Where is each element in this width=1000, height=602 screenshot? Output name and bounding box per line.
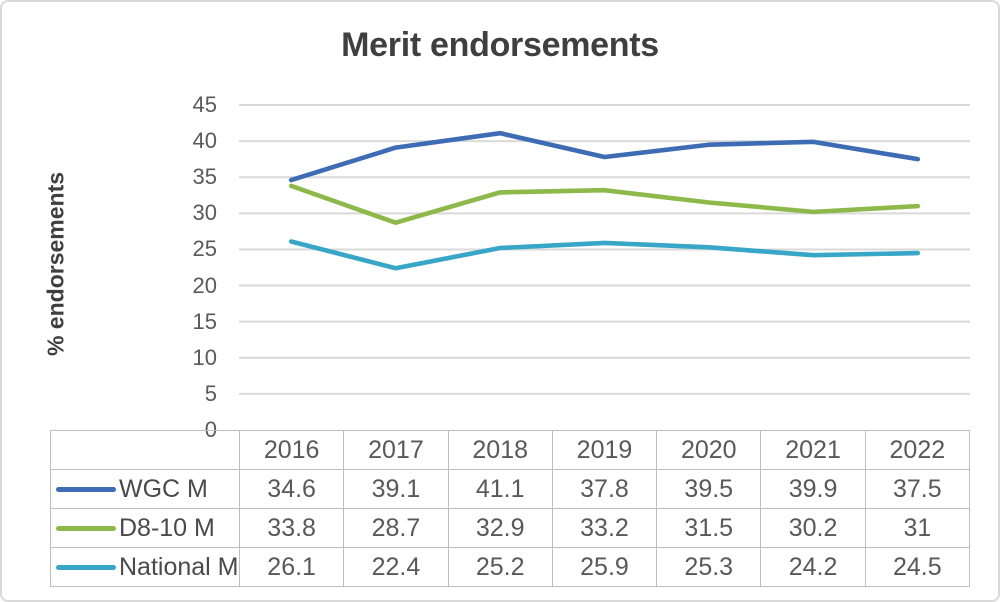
year-header: 2017: [343, 430, 449, 470]
year-header: 2016: [238, 430, 345, 470]
legend-line-icon: [56, 564, 116, 570]
y-axis-title: % endorsements: [42, 171, 69, 357]
table-row: National M 26.1 22.4 25.2 25.9 25.3 24.2 24.5: [50, 547, 971, 587]
value-cell: 39.9: [760, 469, 866, 509]
year-header: 2022: [864, 430, 971, 470]
y-tick-label: 40: [192, 128, 217, 154]
series-name: WGC M: [119, 474, 208, 503]
legend-cell: D8-10 M: [50, 508, 240, 548]
series-name: D8-10 M: [119, 513, 215, 542]
value-cell: 37.8: [551, 469, 658, 509]
legend-cell: National M: [50, 547, 240, 587]
data-table-with-legend: 2016 2017 2018 2019 2020 2021 2022 WGC M 34.6 39.…: [50, 430, 971, 587]
value-cell: 25.3: [656, 547, 762, 587]
series-line-d8-10-m: [288, 183, 921, 226]
y-tick-label: 20: [192, 272, 217, 298]
value-cell: 24.5: [864, 547, 971, 587]
year-header: 2021: [760, 430, 866, 470]
y-tick-label: 15: [192, 308, 217, 334]
legend-line-icon: [56, 525, 116, 531]
value-cell: 30.2: [760, 508, 866, 548]
chart-title: Merit endorsements: [341, 26, 659, 64]
value-cell: 33.2: [551, 508, 658, 548]
year-header: 2018: [447, 430, 553, 470]
value-cell: 39.1: [343, 469, 449, 509]
value-cell: 31: [864, 508, 971, 548]
y-tick-label: 45: [192, 92, 217, 117]
table-corner-spacer: [50, 430, 240, 470]
series-line-wgc-m: [288, 130, 921, 183]
value-cell: 22.4: [343, 547, 449, 587]
value-cell: 37.5: [864, 469, 971, 509]
table-row: WGC M 34.6 39.1 41.1 37.8 39.5 39.9 37.5: [50, 469, 971, 509]
value-cell: 26.1: [238, 547, 345, 587]
value-cell: 25.9: [551, 547, 658, 587]
value-cell: 31.5: [656, 508, 762, 548]
y-tick-label: 25: [192, 236, 217, 262]
series-name: National M: [119, 552, 239, 581]
value-cell: 32.9: [447, 508, 553, 548]
y-tick-label: 30: [192, 200, 217, 226]
legend-cell: WGC M: [50, 469, 240, 509]
value-cell: 25.2: [447, 547, 553, 587]
year-header: 2020: [656, 430, 762, 470]
y-tick-label: 10: [192, 344, 217, 370]
value-cell: 33.8: [238, 508, 345, 548]
value-cell: 39.5: [656, 469, 762, 509]
value-cell: 28.7: [343, 508, 449, 548]
y-tick-label: 35: [192, 164, 217, 190]
year-header: 2019: [551, 430, 658, 470]
value-cell: 24.2: [760, 547, 866, 587]
value-cell: 41.1: [447, 469, 553, 509]
series-line-national-m: [288, 239, 921, 271]
value-cell: 34.6: [238, 469, 345, 509]
y-tick-label: 5: [204, 380, 217, 406]
table-row: D8-10 M 33.8 28.7 32.9 33.2 31.5 30.2 31: [50, 508, 971, 548]
legend-line-icon: [56, 486, 116, 492]
